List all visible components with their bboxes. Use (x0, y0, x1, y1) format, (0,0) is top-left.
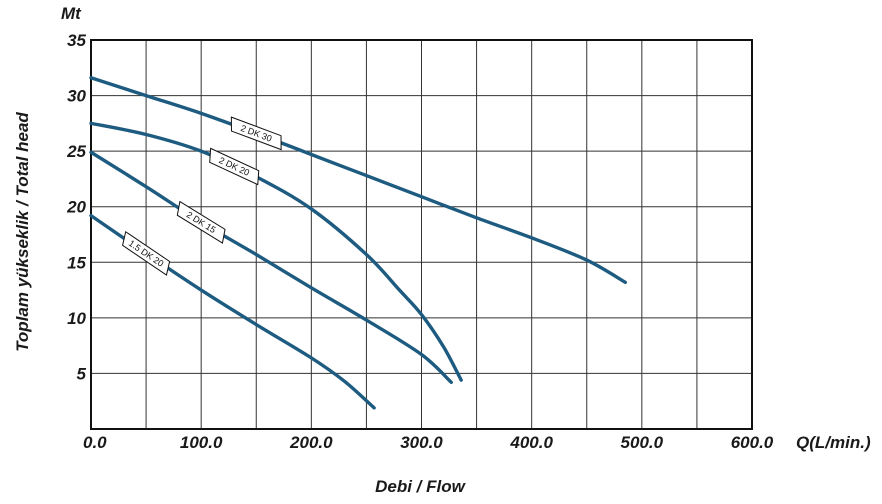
x-axis-title: Debi / Flow (375, 477, 467, 496)
x-tick-label: 300.0 (400, 433, 443, 452)
x-unit-label: Q(L/min.) (796, 433, 871, 452)
x-tick-label: 600.0 (731, 433, 774, 452)
y-tick-label: 25 (66, 142, 86, 161)
plot-frame (90, 39, 753, 430)
curve-label-text: 2 DK 20 (217, 155, 251, 178)
y-tick-label: 15 (67, 253, 86, 272)
y-axis-title: Toplam yükseklik / Total head (13, 112, 32, 352)
y-unit-label: Mt (61, 4, 82, 23)
x-tick-label: 500.0 (621, 433, 664, 452)
grid-layer (91, 40, 752, 429)
curve-layer (89, 76, 628, 410)
x-tick-label: 400.0 (509, 433, 553, 452)
curve-label-box (121, 230, 171, 276)
curve-label-layer: 2 DK 302 DK 202 DK 151.5 DK 20 (121, 116, 282, 276)
curve-label-box (176, 200, 226, 244)
y-tick-label: 10 (67, 309, 86, 328)
y-tick-label: 5 (77, 364, 87, 383)
curve-2-dk-30 (89, 76, 628, 284)
curve-label-box (209, 147, 260, 186)
y-tick-label: 30 (67, 87, 86, 106)
y-tick-label: 20 (66, 198, 86, 217)
x-tick-labels: 0.0 100.0 200.0 300.0 400.0 500.0 600.0 (83, 433, 774, 452)
y-tick-labels: 35 30 25 20 15 10 5 (66, 31, 86, 383)
curve-2-dk-20 (89, 121, 463, 382)
curve-label-2-dk-20: 2 DK 20 (209, 147, 260, 186)
curve-label-box (230, 116, 282, 151)
curve-2-dk-15 (89, 150, 453, 385)
x-tick-label: 100.0 (180, 433, 223, 452)
x-tick-label: 200.0 (289, 433, 333, 452)
y-tick-label: 35 (67, 31, 86, 50)
x-tick-label: 0.0 (83, 433, 107, 452)
